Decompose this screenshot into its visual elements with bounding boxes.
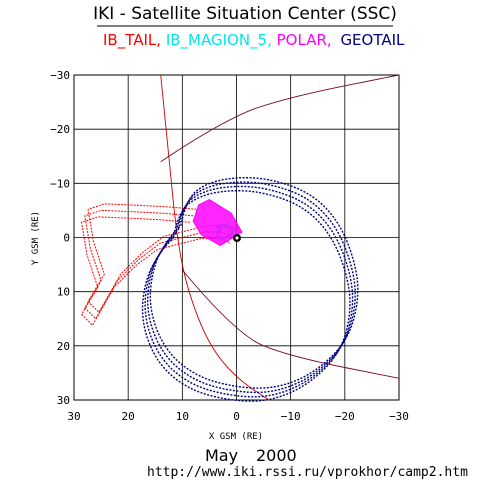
bow-shock-line bbox=[160, 74, 270, 401]
x-axis-ticks: 30 20 10 0 −10 −20 −30 bbox=[67, 410, 409, 423]
y-tick-label: 30 bbox=[57, 394, 70, 407]
series-geotail bbox=[149, 177, 359, 389]
y-axis-ticks: −30 −20 −10 0 10 20 30 bbox=[50, 69, 70, 407]
date-month: May bbox=[205, 446, 238, 465]
boundary-curves bbox=[160, 74, 400, 401]
x-tick-label: 0 bbox=[233, 410, 240, 423]
orbit-series bbox=[80, 177, 359, 402]
series-geotail bbox=[147, 181, 356, 394]
x-tick-label: −20 bbox=[335, 410, 355, 423]
x-tick-label: 30 bbox=[67, 410, 80, 423]
series-geotail bbox=[141, 190, 351, 402]
y-tick-label: 0 bbox=[63, 232, 70, 245]
date-year: 2000 bbox=[256, 446, 297, 465]
y-tick-label: 10 bbox=[57, 286, 70, 299]
series-ib-tail bbox=[80, 216, 231, 327]
series-geotail bbox=[144, 185, 354, 398]
chart-title: IKI - Satellite Situation Center (SSC) bbox=[93, 4, 397, 24]
y-axis-label: Y GSM (RE) bbox=[31, 211, 41, 265]
legend-polar: POLAR, bbox=[277, 31, 332, 49]
x-tick-label: 10 bbox=[176, 410, 189, 423]
y-tick-label: 20 bbox=[57, 340, 70, 353]
series-polar bbox=[192, 199, 243, 247]
y-tick-label: −30 bbox=[50, 69, 70, 82]
magnetopause-line-north bbox=[160, 74, 400, 163]
legend-ib-tail: IB_TAIL, bbox=[103, 31, 161, 50]
x-tick-label: −30 bbox=[389, 410, 409, 423]
legend-ib-magion-5: IB_MAGION_5, bbox=[166, 31, 272, 50]
legend-line: IB_TAIL, IB_MAGION_5, POLAR, GEOTAIL bbox=[103, 31, 405, 50]
x-tick-label: 20 bbox=[122, 410, 135, 423]
y-tick-label: −20 bbox=[50, 123, 70, 136]
source-url[interactable]: http://www.iki.rssi.ru/vprokhor/camp2.ht… bbox=[147, 465, 468, 480]
y-tick-label: −10 bbox=[50, 177, 70, 190]
earth-core bbox=[235, 236, 239, 240]
x-tick-label: −10 bbox=[281, 410, 301, 423]
legend-geotail: GEOTAIL bbox=[340, 31, 405, 49]
x-axis-label: X GSM (RE) bbox=[209, 432, 263, 442]
magnetopause-line-south bbox=[181, 269, 400, 379]
